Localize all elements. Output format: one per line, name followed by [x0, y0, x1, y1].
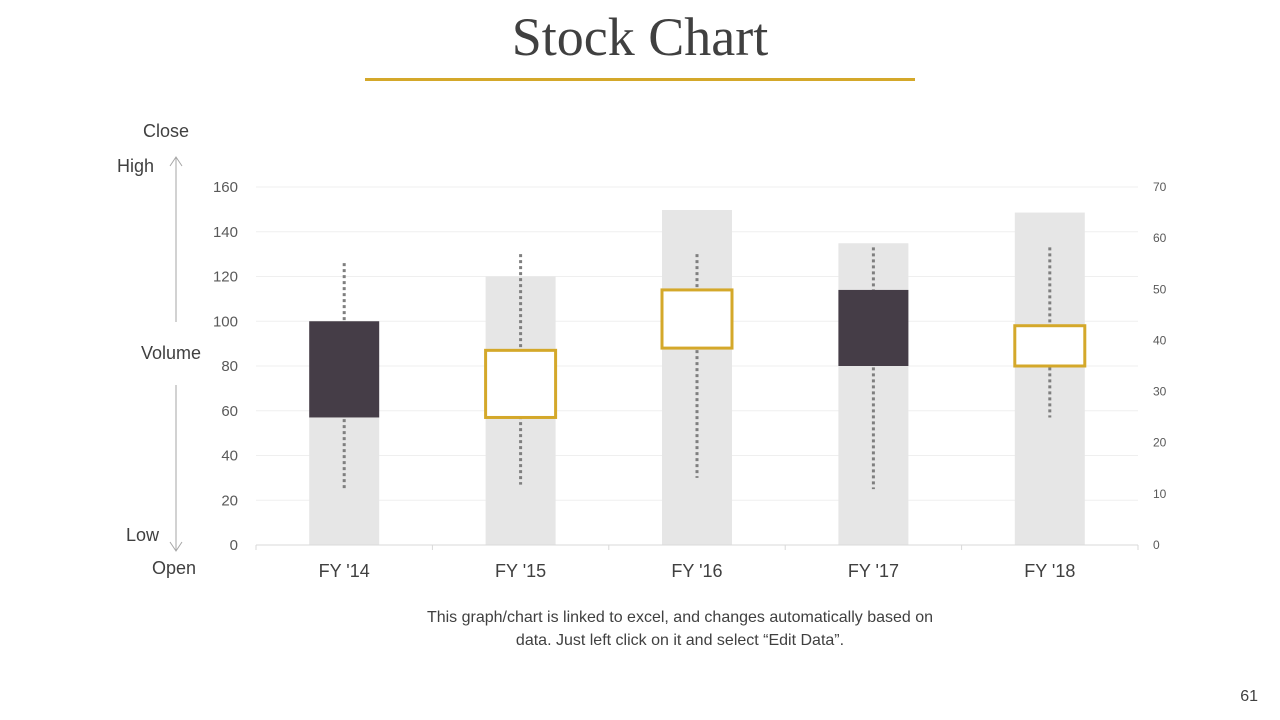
left-tick-label: 40	[221, 448, 238, 465]
high-label: High	[117, 156, 155, 176]
left-tick-label: 60	[221, 403, 238, 420]
volume-label: Volume	[141, 343, 202, 363]
chart-caption: This graph/chart is linked to excel, and…	[340, 606, 1020, 652]
category-label: FY '17	[848, 561, 899, 581]
left-tick-label: 0	[230, 537, 238, 554]
axis-labels: 0 20 40 60 80 100 120 140 160 0 10 20 30 40 50 60 70 FY '…	[213, 179, 1167, 581]
left-tick-label: 160	[213, 179, 238, 196]
title-underline	[365, 78, 915, 81]
low-arrow	[169, 385, 183, 552]
axes	[255, 544, 1139, 550]
left-tick-label: 140	[213, 224, 238, 241]
right-tick-label: 50	[1153, 282, 1167, 296]
right-tick-label: 10	[1153, 487, 1167, 501]
candles	[309, 288, 1087, 419]
volume-bar	[1014, 212, 1085, 546]
right-tick-label: 0	[1153, 538, 1160, 552]
page-title: Stock Chart	[511, 7, 769, 67]
caption-line-2: data. Just left click on it and select “…	[515, 632, 845, 649]
caption-line-1: This graph/chart is linked to excel, and…	[426, 609, 934, 626]
high-arrow	[169, 156, 183, 322]
left-tick-label: 120	[213, 269, 238, 286]
category-label: FY '16	[671, 561, 722, 581]
right-tick-label: 30	[1153, 385, 1167, 399]
left-tick-label: 80	[221, 358, 238, 375]
category-label: FY '15	[495, 561, 546, 581]
volume-bars	[309, 210, 1085, 546]
category-label: FY '14	[319, 561, 370, 581]
low-label: Low	[126, 525, 160, 545]
right-tick-label: 60	[1153, 231, 1167, 245]
left-tick-label: 20	[221, 492, 238, 509]
left-tick-label: 100	[213, 313, 238, 330]
close-label: Close	[143, 121, 190, 141]
right-tick-label: 20	[1153, 436, 1167, 450]
open-label: Open	[152, 558, 197, 578]
candle-body-down	[309, 321, 380, 418]
right-tick-label: 40	[1153, 333, 1167, 347]
right-tick-label: 70	[1153, 180, 1167, 194]
category-label: FY '18	[1024, 561, 1075, 581]
candle-body-up	[1013, 324, 1087, 368]
volume-bar	[662, 210, 732, 545]
page-number: 61	[1240, 688, 1258, 705]
candle-body-up	[484, 348, 558, 419]
candle-body-down	[838, 289, 909, 366]
candle-body-up	[660, 288, 734, 350]
